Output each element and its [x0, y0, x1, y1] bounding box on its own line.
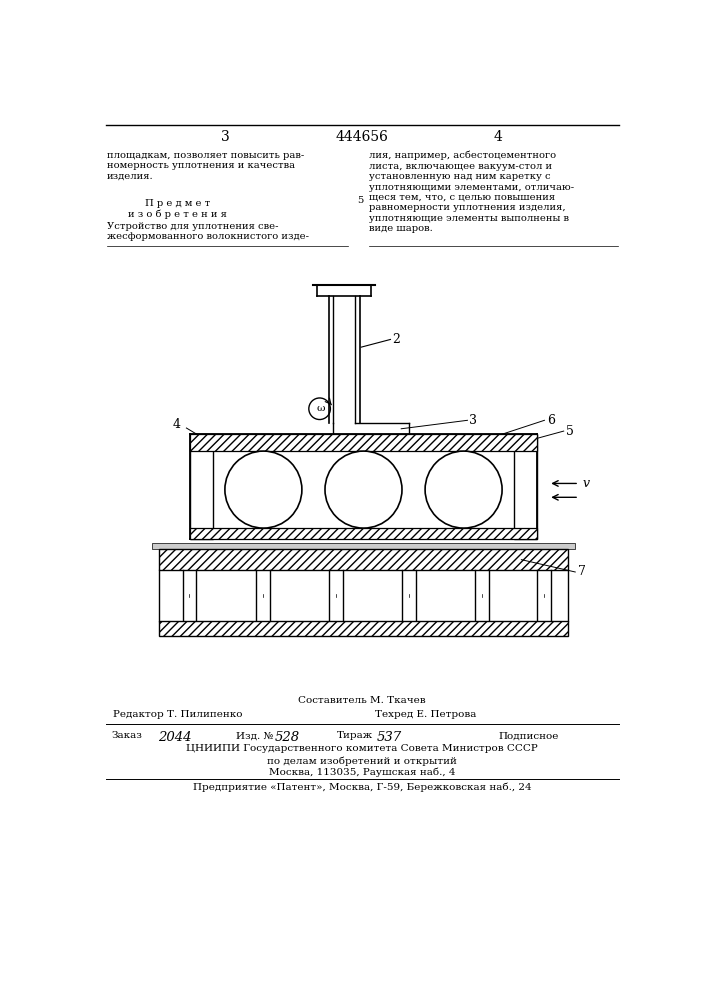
- Text: Предприятие «Патент», Москва, Г-59, Бережковская наб., 24: Предприятие «Патент», Москва, Г-59, Бере…: [192, 783, 531, 792]
- Text: Составитель М. Ткачев: Составитель М. Ткачев: [298, 696, 426, 705]
- Bar: [160, 549, 568, 570]
- Bar: [190, 434, 537, 451]
- Text: 5: 5: [566, 425, 574, 438]
- Text: 2: 2: [392, 333, 400, 346]
- Text: Москва, 113035, Раушская наб., 4: Москва, 113035, Раушская наб., 4: [269, 768, 455, 777]
- Text: 3: 3: [221, 130, 229, 144]
- Text: Устройство для уплотнения све-
жесформованного волокнистого изде-: Устройство для уплотнения све- жесформов…: [107, 222, 309, 241]
- Text: Тираж: Тираж: [337, 731, 373, 740]
- Text: ЦНИИПИ Государственного комитета Совета Министров СССР: ЦНИИПИ Государственного комитета Совета …: [186, 744, 538, 753]
- Text: лия, например, асбестоцементного
листа, включающее вакуум-стол и
установленную н: лия, например, асбестоцементного листа, …: [369, 151, 574, 233]
- Text: 537: 537: [377, 731, 402, 744]
- Bar: [160, 620, 568, 636]
- Bar: [190, 434, 214, 539]
- Bar: [190, 528, 537, 539]
- Text: v: v: [583, 477, 590, 490]
- Text: 3: 3: [469, 414, 477, 427]
- Text: 4: 4: [173, 418, 181, 431]
- Text: Подписное: Подписное: [498, 731, 559, 740]
- Text: 2044: 2044: [158, 731, 192, 744]
- Text: площадкам, позволяет повысить рав-
номерность уплотнения и качества
изделия.: площадкам, позволяет повысить рав- номер…: [107, 151, 304, 181]
- Text: П р е д м е т
и з о б р е т е н и я: П р е д м е т и з о б р е т е н и я: [128, 199, 226, 219]
- Bar: [514, 434, 537, 539]
- Text: 7: 7: [578, 565, 585, 578]
- Text: Редактор Т. Пилипенко: Редактор Т. Пилипенко: [113, 710, 243, 719]
- Circle shape: [225, 451, 302, 528]
- Text: Техред Е. Петрова: Техред Е. Петрова: [375, 710, 477, 719]
- Text: 5: 5: [357, 196, 363, 205]
- Text: 6: 6: [547, 414, 555, 427]
- Text: по делам изобретений и открытий: по делам изобретений и открытий: [267, 756, 457, 766]
- Text: Изд. №: Изд. №: [236, 731, 274, 740]
- Circle shape: [325, 451, 402, 528]
- Text: ω: ω: [316, 404, 325, 413]
- Text: 4: 4: [493, 130, 503, 144]
- Text: 528: 528: [275, 731, 300, 744]
- Bar: [152, 543, 575, 549]
- Text: Заказ: Заказ: [112, 731, 143, 740]
- Circle shape: [425, 451, 502, 528]
- Text: 444656: 444656: [336, 130, 388, 144]
